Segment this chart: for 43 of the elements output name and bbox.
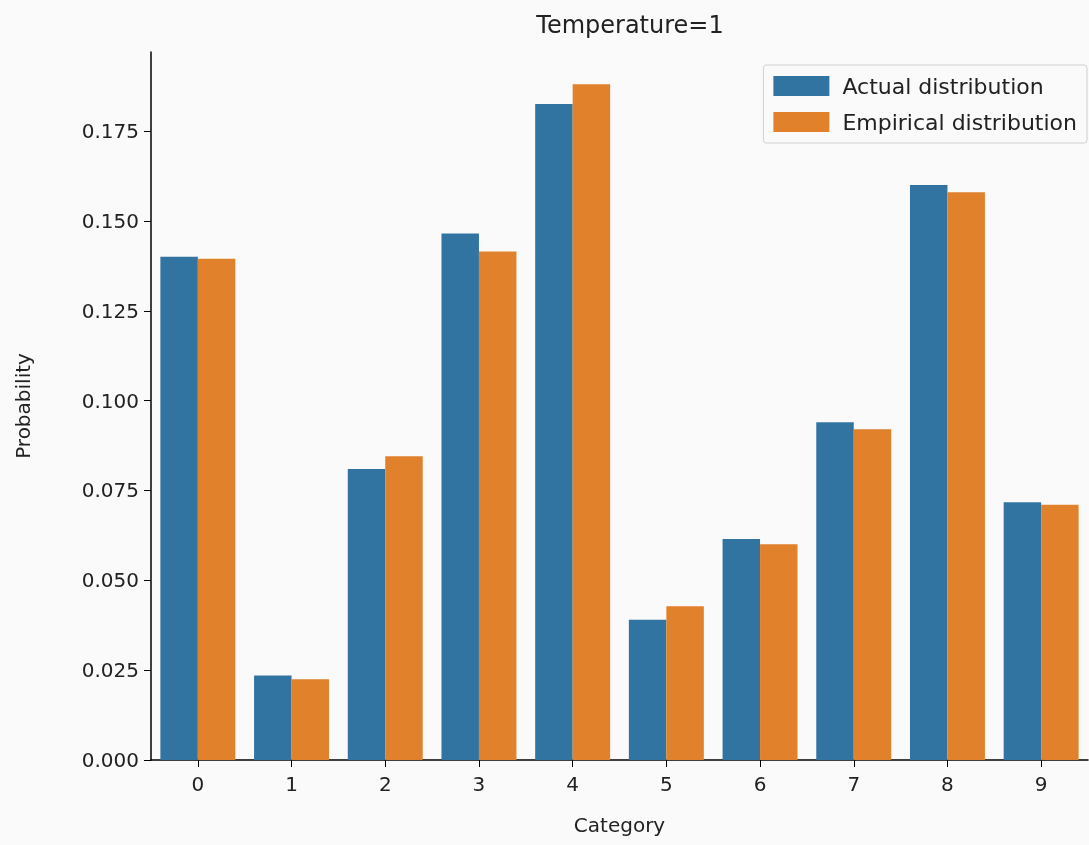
bar bbox=[478, 251, 517, 760]
bar bbox=[628, 619, 667, 760]
bar bbox=[347, 468, 386, 760]
legend-label: Actual distribution bbox=[842, 73, 1044, 99]
bar bbox=[385, 456, 423, 760]
y-tick-label: 0.050 bbox=[81, 568, 139, 593]
bar bbox=[572, 84, 611, 760]
x-tick-label: 9 bbox=[1034, 772, 1048, 796]
bar bbox=[291, 679, 330, 760]
legend-label: Empirical distribution bbox=[842, 109, 1077, 135]
x-tick-label: 1 bbox=[285, 772, 298, 796]
x-tick-label: 6 bbox=[753, 772, 767, 796]
x-axis-title: Category bbox=[573, 813, 666, 837]
bar bbox=[760, 544, 798, 760]
bar bbox=[853, 429, 892, 760]
bar bbox=[160, 256, 198, 760]
y-tick-label: 0.025 bbox=[81, 658, 139, 683]
bar bbox=[722, 538, 761, 760]
x-tick-label: 5 bbox=[659, 772, 673, 796]
x-tick-label: 4 bbox=[566, 772, 580, 796]
y-axis-title: Probability bbox=[11, 352, 35, 459]
bar bbox=[666, 606, 704, 760]
x-tick-label: 7 bbox=[847, 772, 861, 796]
y-tick-label: 0.175 bbox=[81, 119, 139, 144]
x-tick-label: 3 bbox=[472, 772, 486, 796]
y-tick-label: 0.000 bbox=[81, 748, 139, 772]
bar bbox=[816, 422, 854, 760]
bar bbox=[1003, 502, 1042, 760]
x-tick-label: 8 bbox=[941, 772, 954, 796]
bar bbox=[441, 233, 479, 760]
bar bbox=[909, 184, 948, 760]
x-tick-label: 2 bbox=[378, 772, 392, 796]
y-tick-label: 0.100 bbox=[81, 388, 139, 413]
y-tick-label: 0.075 bbox=[81, 478, 139, 503]
x-tick-label: 0 bbox=[191, 772, 205, 796]
chart-title: Temperature=1 bbox=[535, 11, 724, 39]
y-tick-label: 0.125 bbox=[81, 298, 139, 323]
bar bbox=[254, 675, 292, 760]
bar bbox=[535, 104, 573, 760]
bar bbox=[197, 258, 236, 760]
y-tick-label: 0.150 bbox=[81, 208, 139, 233]
bar bbox=[947, 192, 985, 760]
bar bbox=[1041, 504, 1079, 760]
